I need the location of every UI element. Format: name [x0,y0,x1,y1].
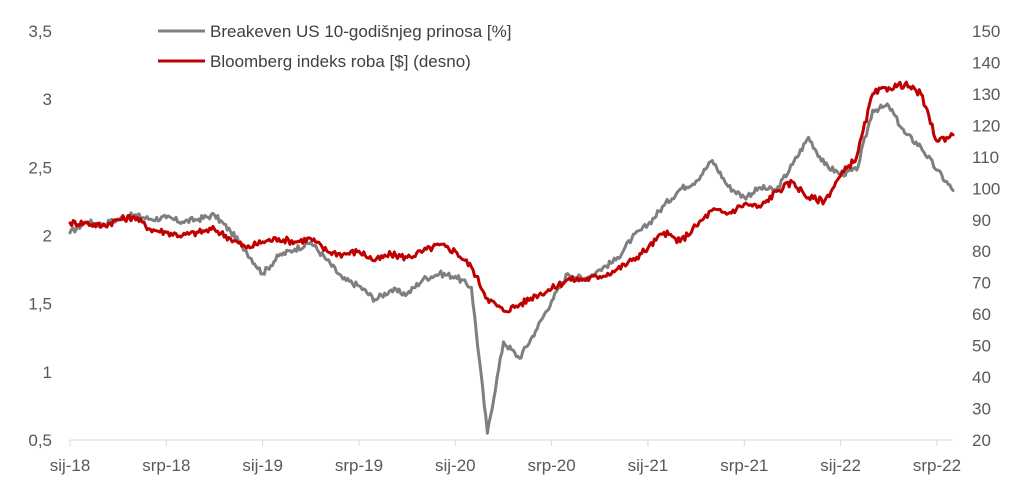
y-left-tick-label: 2,5 [28,158,52,177]
x-tick-label: sij-19 [242,456,283,475]
y-right-tick-label: 90 [972,211,991,230]
y-right-tick-label: 140 [972,53,1000,72]
y-right-tick-label: 110 [972,148,999,167]
y-right-tick-label: 100 [972,179,1000,198]
y-right-tick-label: 150 [972,22,1000,41]
y-left-tick-label: 0,5 [28,431,52,450]
y-right-tick-label: 80 [972,242,991,261]
y-right-tick-label: 60 [972,305,991,324]
y-right-tick-label: 130 [972,85,1000,104]
series-line-commodity-index [68,80,955,314]
legend-label: Bloomberg indeks roba [$] (desno) [210,52,471,71]
x-tick-label: srp-18 [142,456,190,475]
y-right-tick-label: 50 [972,337,991,356]
legend-label: Breakeven US 10-godišnjeg prinosa [%] [210,22,511,41]
y-left-tick-label: 2 [43,227,52,246]
y-left-tick-label: 1,5 [28,295,52,314]
y-right-tick-label: 120 [972,116,1000,135]
series-line-breakeven [68,102,955,435]
y-left-tick-label: 1 [43,363,52,382]
x-tick-label: sij-20 [435,456,476,475]
y-right-tick-label: 20 [972,431,991,450]
y-right-tick-label: 70 [972,274,991,293]
y-left-tick-label: 3,5 [28,22,52,41]
x-tick-label: sij-22 [820,456,861,475]
x-tick-label: sij-21 [628,456,669,475]
x-tick-label: sij-18 [50,456,91,475]
x-tick-label: srp-21 [720,456,768,475]
y-right-tick-label: 30 [972,400,991,419]
y-left-tick-label: 3 [43,90,52,109]
x-tick-label: srp-20 [528,456,576,475]
y-right-tick-label: 40 [972,368,991,387]
x-tick-label: srp-19 [335,456,383,475]
x-tick-label: srp-22 [913,456,961,475]
